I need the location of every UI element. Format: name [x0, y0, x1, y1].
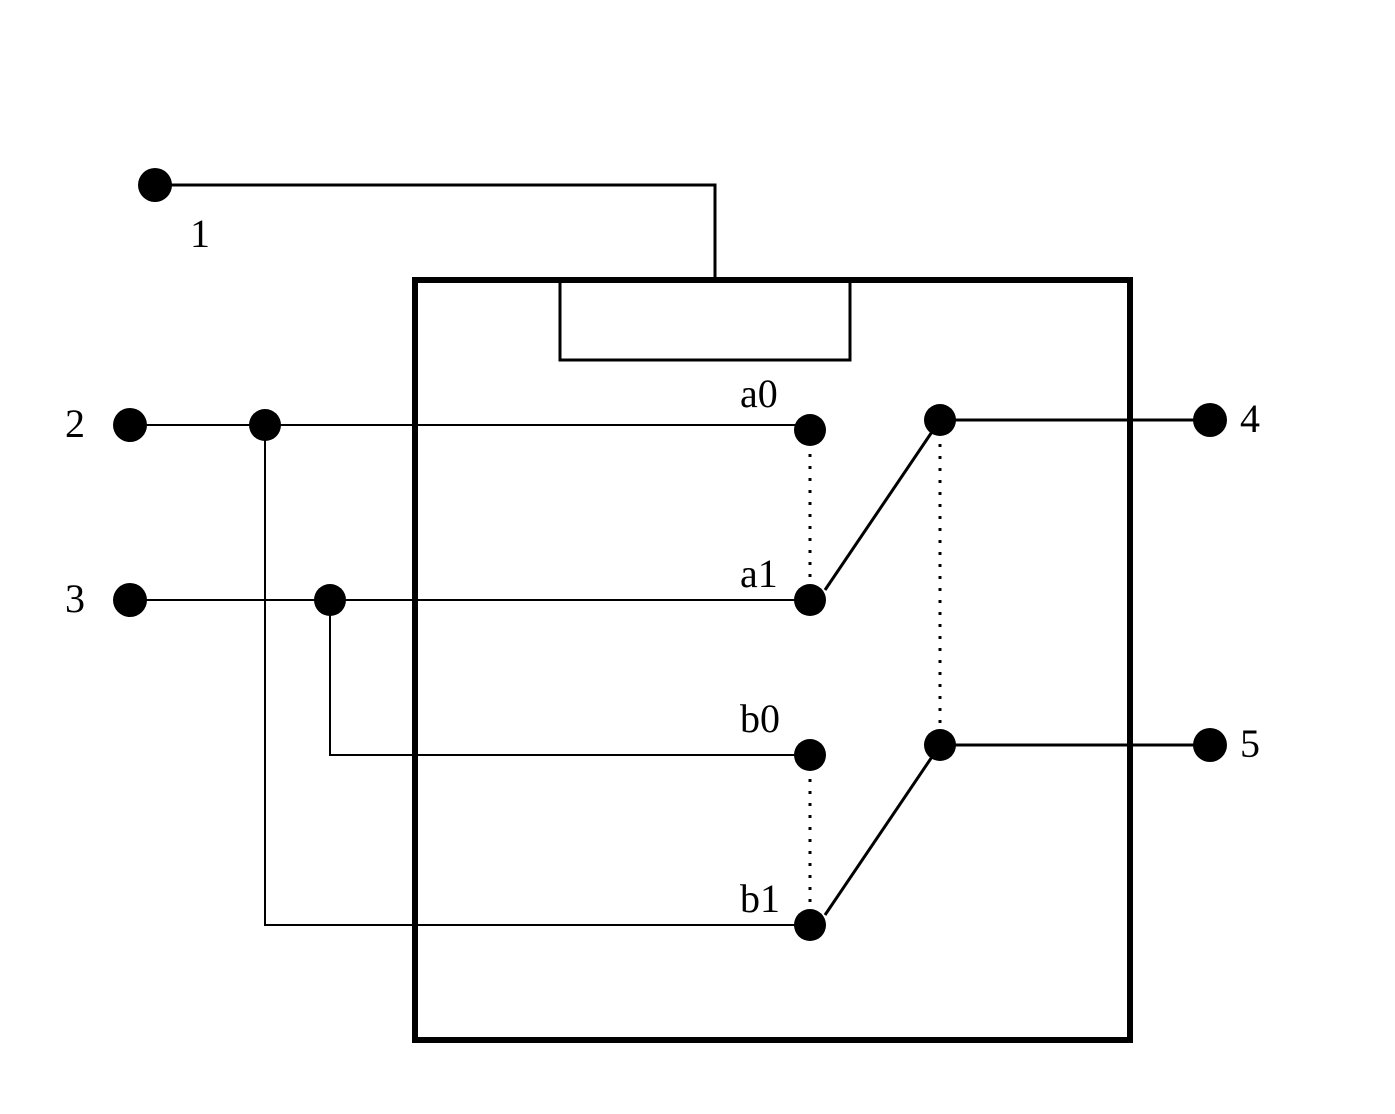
terminal-1	[138, 168, 172, 202]
label-terminal-4: 4	[1240, 396, 1260, 441]
label-terminal-2: 2	[65, 401, 85, 446]
label-b1: b1	[740, 876, 780, 921]
wire-j3-b0	[330, 600, 810, 755]
contact-b0	[794, 739, 826, 771]
relay-coil	[560, 280, 850, 360]
terminal-5	[1193, 728, 1227, 762]
wire-j2-b1	[265, 425, 810, 925]
contact-a0	[794, 414, 826, 446]
terminal-2	[113, 408, 147, 442]
label-terminal-5: 5	[1240, 721, 1260, 766]
junction-3	[314, 584, 346, 616]
label-terminal-1: 1	[190, 211, 210, 256]
label-a1: a1	[740, 551, 778, 596]
switch-arm-a	[825, 420, 940, 590]
switch-a-common	[924, 404, 956, 436]
diagram-container: 1 2 3 4 5 a0 a1 b0 b1	[0, 0, 1395, 1114]
switch-b-common	[924, 729, 956, 761]
terminal-3	[113, 583, 147, 617]
contact-a1	[794, 584, 826, 616]
wire-t1	[155, 185, 715, 280]
junction-2	[249, 409, 281, 441]
switch-arm-b	[825, 745, 940, 915]
label-terminal-3: 3	[65, 576, 85, 621]
terminal-4	[1193, 403, 1227, 437]
relay-diagram: 1 2 3 4 5 a0 a1 b0 b1	[0, 0, 1395, 1114]
label-a0: a0	[740, 371, 778, 416]
label-b0: b0	[740, 696, 780, 741]
contact-b1	[794, 909, 826, 941]
